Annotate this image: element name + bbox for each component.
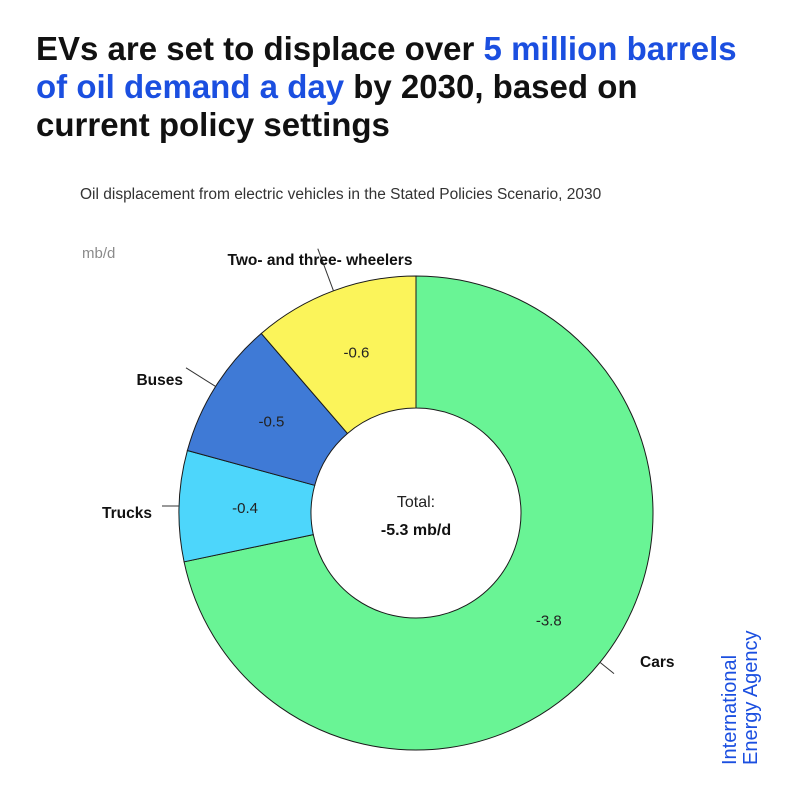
value-label-cars: -3.8	[536, 613, 562, 630]
category-label-two-and-three-wheelers: Two- and three- wheelers	[228, 252, 413, 269]
chart-subtitle: Oil displacement from electric vehicles …	[80, 186, 602, 203]
category-label-cars: Cars	[640, 654, 674, 671]
title-highlight: 5 million barrels of oil demand a day	[36, 30, 737, 105]
logo-line-2: Energy Agency	[740, 630, 762, 765]
title-part-2: by 2030, based on current policy setting…	[36, 68, 638, 143]
category-label-trucks: Trucks	[102, 505, 152, 522]
chart-title: EVs are set to displace over 5 million b…	[36, 30, 756, 144]
slice-two-and-three-wheelers	[260, 275, 417, 435]
leader-line-buses	[185, 367, 216, 387]
iea-logo: International Energy Agency	[719, 630, 762, 765]
leader-line-two-and-three-wheelers	[317, 248, 334, 292]
logo-line-1: International	[719, 654, 741, 765]
slice-cars	[183, 275, 654, 751]
center-label: Total:	[397, 494, 435, 511]
value-label-buses: -0.5	[258, 414, 284, 431]
center-total: -5.3 mb/d	[381, 522, 451, 539]
unit-label: mb/d	[82, 245, 116, 262]
value-label-two-and-three-wheelers: -0.6	[344, 345, 370, 362]
value-label-trucks: -0.4	[232, 500, 258, 517]
leader-line-cars	[599, 661, 615, 675]
title-part-1: EVs are set to displace over	[36, 30, 484, 67]
category-label-buses: Buses	[136, 372, 183, 389]
